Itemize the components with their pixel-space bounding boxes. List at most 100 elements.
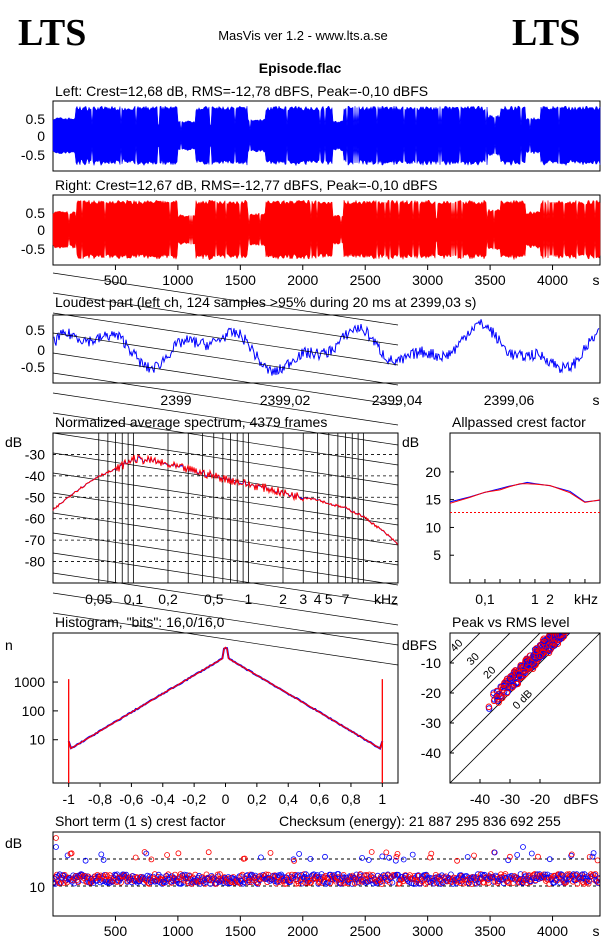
short-term-point-left [365,857,372,863]
peak-rms-x-tick: -30 [500,791,520,807]
short-term-point-right [378,881,385,887]
short-term-point-left [302,871,309,878]
short-term-point-right [54,871,60,878]
peak-rms-point-left [559,633,566,636]
short-term-point-right [288,871,295,878]
short-term-point-right [413,879,420,885]
short-term-point-left [313,873,319,880]
peak-rms-point-left [573,610,579,616]
peak-rms-xlabel: dBFS [563,791,598,807]
histogram-left-series [67,646,384,751]
short-term-point-right [502,871,509,877]
peak-rms-point-right [572,616,578,622]
peak-rms-point-right [515,670,523,677]
short-term-point-right [241,855,248,862]
x-tick-label: 1000 [162,272,193,288]
x-tick-label: 3500 [475,923,506,939]
x-tick-label: 1500 [225,923,256,939]
peak-rms-point-right [572,613,578,619]
histogram-y-tick: 1000 [14,674,45,690]
short-term-points [53,835,600,887]
short-term-point-left [528,850,535,857]
loudest-title: Loudest part (left ch, 124 samples >95% … [55,294,476,310]
short-term-point-left [71,880,78,887]
short-term-point-left [322,853,328,860]
short-term-point-left [359,855,366,861]
short-term-point-left [253,880,260,886]
loudest-frame [52,314,601,384]
loudest-waveform [53,319,600,376]
short-term-point-right [255,880,262,887]
peak-rms-point-right [513,680,520,688]
peak-rms-diagonal [450,633,511,694]
histogram-x-axis: -1 -0,8 -0,6 -0,4 -0,2 0 0,2 0,4 0,6 0,8 1 [62,783,386,807]
short-term-point-left [409,851,416,858]
short-term-point-right [148,856,155,863]
peak-rms-y-tick: -20 [421,685,441,701]
short-term-point-right [433,880,440,886]
allpass-right-series [449,483,601,504]
peak-rms-point-right [509,684,516,691]
histogram-x-tick: 0,8 [341,791,361,807]
spectrum-y-tick: -50 [25,489,45,505]
spectrum-title: Normalized average spectrum, 4379 frames [55,414,327,430]
short-term-point-right [411,873,418,879]
short-term-ytick-10: 10 [29,879,45,895]
histogram-x-tick: -0,2 [182,791,206,807]
x-tick-label: 500 [104,923,128,939]
peak-rms-point-left [569,620,575,626]
short-term-point-left [517,871,524,877]
right-ytick-m05: -0.5 [21,241,45,257]
x-tick-label: 1000 [162,923,193,939]
peak-rms-point-right [569,621,575,627]
peak-rms-y-tick: -40 [421,745,441,761]
peak-rms-point-right [573,609,579,615]
short-term-point-right [474,875,481,882]
short-term-point-left [586,878,592,884]
short-term-point-left [590,850,597,856]
peak-rms-point-right [525,663,532,671]
x-tick-label: 500 [104,272,128,288]
loudest-part-chart: Loudest part (left ch, 124 samples >95% … [21,294,601,408]
peak-rms-point-right [570,619,576,625]
short-term-point-right [535,853,541,860]
short-term-point-left [392,857,399,864]
allpass-x-unit: kHz [574,591,598,607]
allpass-chart: Allpassed crest factor dB 20 15 10 5 0,1 1 2 k… [402,414,601,607]
short-term-point-left [98,851,105,858]
short-term-point-right [132,854,139,861]
peak-rms-point-left [570,623,576,629]
loudest-ytick-05: 0.5 [26,322,46,338]
short-term-point-left [532,878,539,884]
histogram-y-axis: 1000 100 10 [14,674,58,748]
peak-rms-point-right [549,642,556,649]
spectrum-x-tick: kHz [374,591,398,607]
peak-rms-point-right [571,619,577,625]
loudest-ytick-0: 0 [37,342,45,358]
short-term-point-left [241,879,248,886]
spectrum-left-series [52,454,399,545]
short-term-point-left [186,873,192,879]
peak-rms-diagonal-label: 0 dB [511,688,535,712]
spectrum-x-tick: 0,2 [158,591,178,607]
spectrum-x-tick: 4 [314,591,322,607]
short-term-point-right [291,858,298,864]
allpass-x-tick: 1 [531,591,539,607]
short-term-point-left [133,878,140,884]
peak-rms-point-right [569,623,575,629]
short-term-point-right [379,878,386,885]
short-term-frame [52,831,601,917]
left-ytick-05: 0.5 [26,111,46,127]
short-term-point-left [102,878,109,885]
short-term-point-right [584,879,591,885]
peak-rms-diagonal [450,633,481,664]
short-term-point-right [301,871,308,877]
right-ytick-05: 0.5 [26,205,46,221]
short-term-point-right [191,879,198,885]
short-term-point-left [60,872,66,878]
short-term-point-right [568,851,575,858]
peak-rms-point-right [485,703,493,711]
peak-rms-ylabel: dBFS [402,637,437,653]
